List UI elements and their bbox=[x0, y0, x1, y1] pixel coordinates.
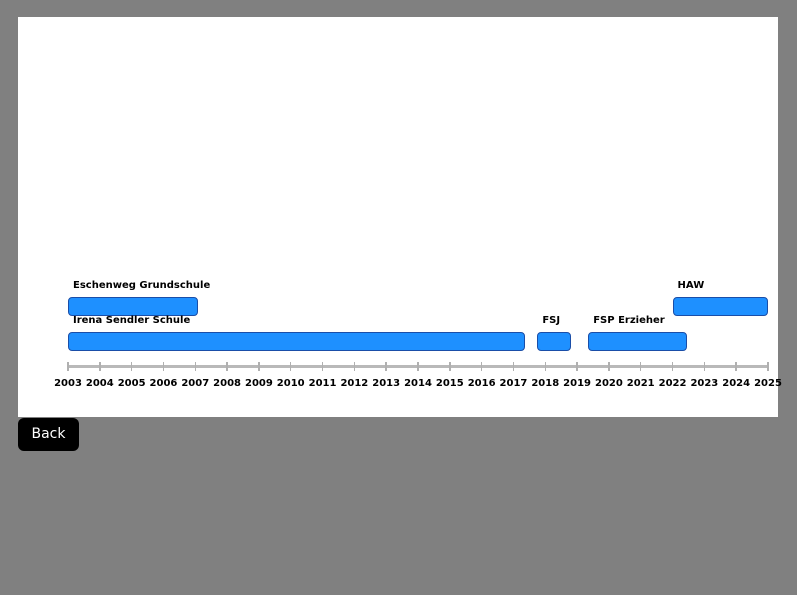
year-label: 2023 bbox=[690, 378, 719, 389]
year-label: 2006 bbox=[149, 378, 178, 389]
year-tick bbox=[130, 362, 133, 371]
year-tick bbox=[67, 362, 69, 371]
year-label: 2024 bbox=[722, 378, 751, 389]
year-tick bbox=[671, 362, 674, 371]
year-tick bbox=[162, 362, 165, 371]
year-label: 2025 bbox=[754, 378, 782, 389]
year-label: 2022 bbox=[658, 378, 687, 389]
year-tick bbox=[289, 362, 292, 371]
year-tick bbox=[226, 362, 228, 371]
timeline-bar[interactable] bbox=[68, 297, 199, 316]
year-label: 2013 bbox=[372, 378, 401, 389]
year-tick bbox=[258, 362, 260, 371]
year-tick bbox=[767, 362, 769, 371]
year-tick bbox=[353, 362, 356, 371]
year-tick bbox=[99, 362, 101, 371]
year-label: 2014 bbox=[404, 378, 432, 389]
year-tick bbox=[417, 362, 419, 371]
year-tick bbox=[449, 362, 451, 371]
year-label: 2008 bbox=[213, 378, 241, 389]
timeline-chart: 2003 2004 2005 2006 2007 2008 2009 2010 2011 2012… bbox=[18, 17, 782, 417]
year-tick bbox=[639, 362, 642, 371]
year-label: 2017 bbox=[499, 378, 528, 389]
year-tick bbox=[480, 362, 483, 371]
year-tick bbox=[608, 362, 610, 371]
timeline-bar-label: Irena Sendler Schule bbox=[73, 315, 191, 326]
timeline-panel: 2003 2004 2005 2006 2007 2008 2009 2010 2011 2012… bbox=[18, 17, 782, 417]
year-tick bbox=[321, 362, 324, 371]
year-label: 2012 bbox=[340, 378, 369, 389]
year-label: 2021 bbox=[626, 378, 655, 389]
timeline-bar-label: FSJ bbox=[542, 315, 561, 326]
timeline-bar[interactable] bbox=[588, 332, 687, 351]
year-label: 2016 bbox=[467, 378, 496, 389]
year-tick bbox=[703, 362, 706, 371]
year-tick bbox=[735, 362, 737, 371]
year-label: 2003 bbox=[54, 378, 82, 389]
timeline-bar-label: FSP Erzieher bbox=[593, 315, 665, 326]
year-label: 2018 bbox=[531, 378, 560, 389]
timeline-bar-label: HAW bbox=[677, 280, 705, 291]
year-tick bbox=[576, 362, 578, 371]
year-label: 2020 bbox=[594, 378, 623, 389]
timeline-bar[interactable] bbox=[68, 332, 525, 351]
year-tick bbox=[544, 362, 547, 371]
timeline-bar[interactable] bbox=[672, 297, 768, 316]
year-label: 2004 bbox=[85, 378, 114, 389]
year-label: 2005 bbox=[117, 378, 146, 389]
year-tick bbox=[512, 362, 515, 371]
year-label: 2007 bbox=[181, 378, 210, 389]
year-label: 2015 bbox=[435, 378, 464, 389]
timeline-bar[interactable] bbox=[537, 332, 571, 351]
year-tick bbox=[385, 362, 387, 371]
back-button[interactable]: Back bbox=[18, 418, 79, 451]
timeline-bar-label: Eschenweg Grundschule bbox=[73, 280, 211, 291]
year-label: 2019 bbox=[563, 378, 591, 389]
year-tick bbox=[194, 362, 197, 371]
year-label: 2011 bbox=[308, 378, 337, 389]
year-label: 2010 bbox=[276, 378, 305, 389]
year-label: 2009 bbox=[244, 378, 273, 389]
